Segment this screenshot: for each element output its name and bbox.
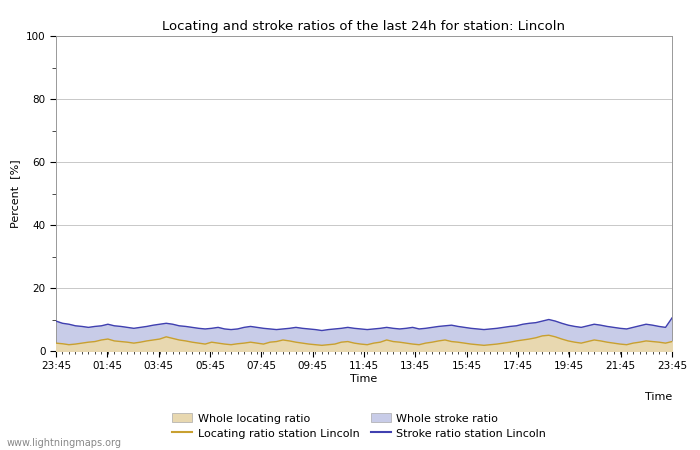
X-axis label: Time: Time [351,374,377,384]
Legend: Whole locating ratio, Locating ratio station Lincoln, Whole stroke ratio, Stroke: Whole locating ratio, Locating ratio sta… [172,413,546,439]
Text: Time: Time [645,392,672,402]
Text: www.lightningmaps.org: www.lightningmaps.org [7,438,122,448]
Y-axis label: Percent  [%]: Percent [%] [10,159,20,228]
Title: Locating and stroke ratios of the last 24h for station: Lincoln: Locating and stroke ratios of the last 2… [162,20,566,33]
